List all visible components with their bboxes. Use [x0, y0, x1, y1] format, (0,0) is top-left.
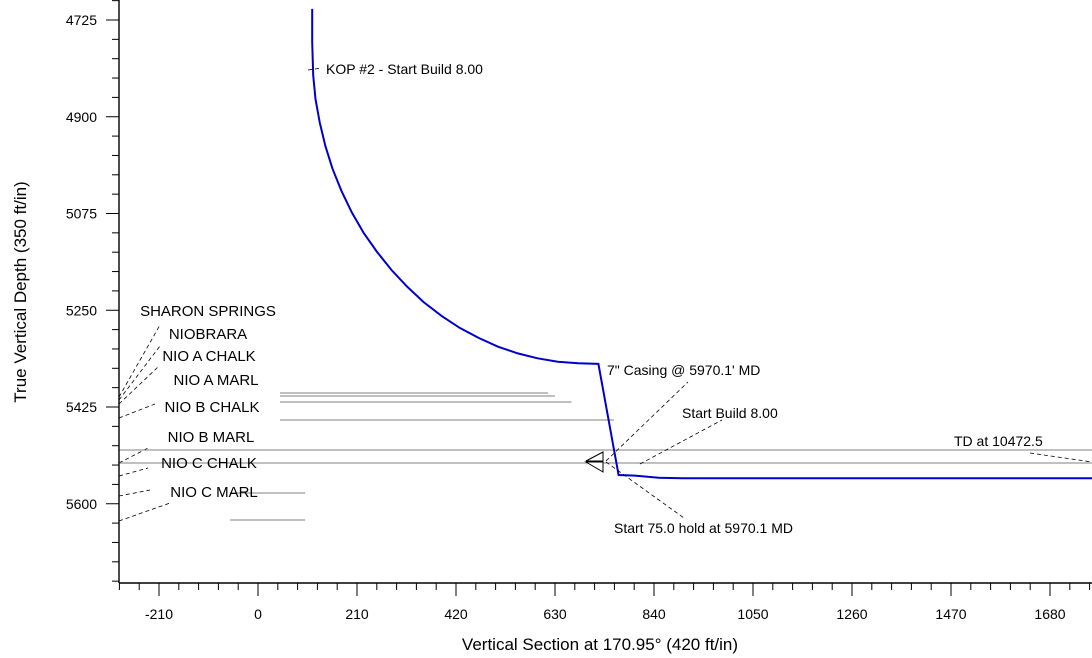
casing-marker	[584, 451, 604, 473]
leader-sharon-springs	[118, 324, 161, 398]
leader-start-hold	[605, 461, 685, 519]
x-tick-label: 630	[543, 606, 567, 622]
formation-tops	[119, 392, 1092, 521]
y-tick-label: 5600	[66, 496, 97, 512]
x-tick-label: 840	[642, 606, 666, 622]
x-tick-label: 210	[345, 606, 369, 622]
y-tick-label: 4725	[66, 12, 97, 28]
y-tick-label: 5425	[66, 399, 97, 415]
x-tick-label: 0	[254, 606, 262, 622]
axis-ticks	[106, 0, 1091, 596]
formation-label-nio-a-marl: NIO A MARL	[173, 372, 258, 389]
leader-casing	[605, 381, 689, 462]
leader-nio-c-marl	[118, 502, 171, 522]
leader-nio-c-chalk	[118, 489, 151, 497]
casing-shoe-lower	[584, 461, 604, 473]
formation-label-nio-b-marl: NIO B MARL	[168, 429, 255, 446]
leader-nio-a-marl	[118, 403, 156, 419]
x-tick-label: 420	[444, 606, 468, 622]
axes	[118, 0, 1092, 584]
annotation-start-hold: Start 75.0 hold at 5970.1 MD	[614, 520, 793, 536]
leader-niobrara	[118, 345, 161, 401]
y-tick-label: 5075	[66, 206, 97, 222]
leader-td	[1029, 452, 1092, 463]
formation-label-sharon-springs: SHARON SPRINGS	[140, 303, 276, 320]
y-tick-label: 5250	[66, 302, 97, 318]
y-tick-labels: 4725 4900 5075 5250 5425 5600	[66, 12, 97, 512]
leader-start-build	[639, 419, 723, 465]
annotation-kop: KOP #2 - Start Build 8.00	[326, 61, 483, 77]
x-tick-label: 1050	[737, 606, 768, 622]
x-axis-title: Vertical Section at 170.95° (420 ft/in)	[462, 635, 738, 654]
annotation-td: TD at 10472.5	[954, 433, 1043, 449]
formation-labels: SHARON SPRINGS NIOBRARA NIO A CHALK NIO …	[140, 303, 276, 501]
x-tick-label: 1470	[935, 606, 966, 622]
x-tick-label: 1260	[836, 606, 867, 622]
formation-label-nio-a-chalk: NIO A CHALK	[162, 348, 255, 365]
casing-shoe-upper	[585, 451, 604, 462]
annotations: KOP #2 - Start Build 8.00 7" Casing @ 59…	[326, 61, 1043, 536]
y-tick-label: 4900	[66, 109, 97, 125]
leader-nio-a-chalk	[118, 366, 159, 405]
formation-label-nio-c-chalk: NIO C CHALK	[161, 455, 257, 472]
x-tick-label: -210	[145, 606, 173, 622]
x-tick-label: 1680	[1034, 606, 1065, 622]
formation-label-nio-b-chalk: NIO B CHALK	[164, 399, 259, 416]
leader-nio-b-chalk	[118, 446, 151, 464]
leader-kop	[307, 67, 323, 71]
y-axis-title: True Vertical Depth (350 ft/in)	[11, 181, 30, 402]
annotation-casing: 7" Casing @ 5970.1' MD	[607, 362, 760, 378]
formation-label-niobrara: NIOBRARA	[169, 326, 247, 343]
annotation-start-build: Start Build 8.00	[682, 405, 778, 421]
formation-label-nio-c-marl: NIO C MARL	[170, 484, 258, 501]
wellpath-line	[311, 8, 1092, 480]
annotation-leaders	[307, 67, 1092, 519]
leader-nio-b-marl	[118, 467, 149, 477]
x-tick-labels: -210 0 210 420 630 840 1050 1260 1470 16…	[145, 606, 1066, 622]
